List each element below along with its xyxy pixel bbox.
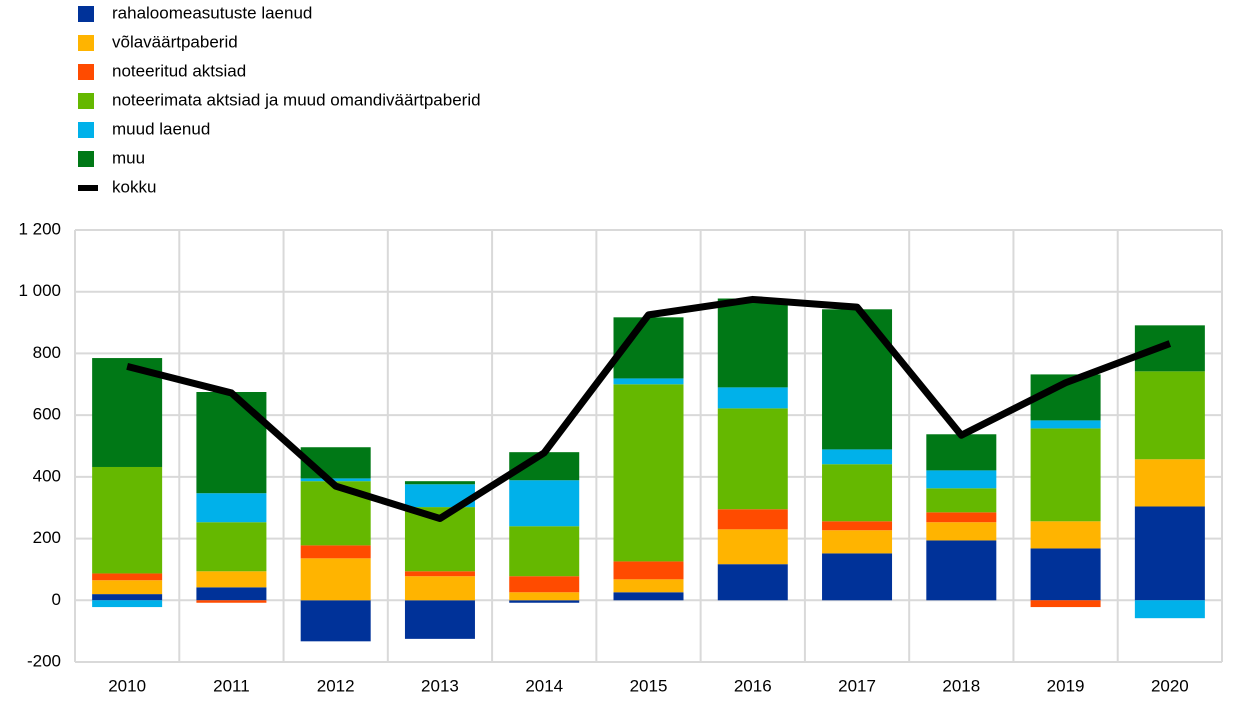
bar — [926, 540, 997, 601]
bar — [822, 309, 893, 450]
bar — [1134, 600, 1205, 619]
bar — [1134, 506, 1205, 601]
bar — [300, 545, 371, 559]
y-tick-label: 1 000 — [18, 281, 61, 300]
bar — [613, 378, 684, 385]
y-tick-label: 400 — [33, 466, 61, 485]
bar — [196, 392, 267, 494]
x-tick-label: 2010 — [108, 676, 146, 695]
legend-swatch — [78, 93, 94, 109]
legend-swatch — [78, 64, 94, 80]
bar — [404, 484, 475, 508]
x-tick-label: 2014 — [525, 676, 563, 695]
bar — [717, 387, 788, 409]
bar — [822, 553, 893, 601]
bar — [822, 449, 893, 465]
bar — [196, 587, 267, 601]
bar — [613, 561, 684, 580]
legend-swatch — [78, 6, 94, 22]
legend-label: rahaloomeasutuste laenud — [112, 3, 312, 22]
bar — [196, 493, 267, 523]
x-tick-label: 2020 — [1151, 676, 1189, 695]
bar — [92, 580, 163, 595]
bar — [1030, 428, 1101, 522]
bar — [196, 522, 267, 572]
legend-swatch — [78, 122, 94, 138]
bar — [822, 521, 893, 531]
legend-label: muud laenud — [112, 119, 210, 138]
bar — [613, 592, 684, 601]
bar — [92, 594, 163, 601]
y-tick-label: 800 — [33, 343, 61, 362]
bar — [509, 526, 580, 577]
bar — [822, 530, 893, 554]
x-tick-label: 2012 — [317, 676, 355, 695]
bar — [509, 600, 580, 603]
bar — [1134, 371, 1205, 460]
legend-label: noteerimata aktsiad ja muud omandiväärtp… — [112, 90, 481, 109]
x-tick-label: 2011 — [213, 676, 250, 695]
bar — [717, 564, 788, 601]
bar — [196, 600, 267, 603]
bar — [404, 571, 475, 577]
bar — [404, 481, 475, 485]
bar — [92, 358, 163, 467]
bar — [717, 408, 788, 510]
bar — [300, 600, 371, 642]
bar — [717, 529, 788, 565]
legend-swatch — [78, 151, 94, 167]
bar — [926, 434, 997, 471]
bar — [404, 600, 475, 639]
bar — [509, 592, 580, 601]
bar — [1134, 325, 1205, 372]
line — [126, 295, 1172, 523]
legend-swatch — [78, 35, 94, 51]
bar — [1030, 600, 1101, 608]
y-tick-label: 1 200 — [18, 219, 61, 238]
legend-label: noteeritud aktsiad — [112, 61, 246, 80]
x-tick-label: 2018 — [942, 676, 980, 695]
y-tick-label: 600 — [33, 405, 61, 424]
bar — [717, 509, 788, 530]
bar — [92, 466, 163, 574]
x-tick-label: 2015 — [630, 676, 668, 695]
bar — [300, 478, 371, 482]
bar — [926, 470, 997, 489]
bar — [926, 512, 997, 523]
bar — [509, 576, 580, 593]
bar — [404, 576, 475, 601]
y-tick-label: 0 — [52, 590, 61, 609]
bar — [509, 480, 580, 527]
x-tick-label: 2019 — [1047, 676, 1085, 695]
bar — [1134, 459, 1205, 507]
legend-label: võlaväärtpaberid — [112, 32, 238, 51]
bar — [92, 573, 163, 581]
bar — [1030, 521, 1101, 549]
bar — [300, 558, 371, 601]
y-tick-label: 200 — [33, 528, 61, 547]
bar — [926, 522, 997, 541]
bar — [717, 298, 788, 388]
bar — [613, 579, 684, 593]
x-tick-label: 2016 — [734, 676, 772, 695]
x-tick-label: 2017 — [838, 676, 876, 695]
bar — [926, 488, 997, 513]
legend-label: muu — [112, 148, 145, 167]
x-tick-label: 2013 — [421, 676, 459, 695]
bar — [822, 464, 893, 522]
bar — [92, 600, 163, 608]
bar — [1030, 420, 1101, 429]
legend-label: kokku — [112, 177, 156, 196]
bar — [1030, 548, 1101, 601]
bar — [613, 384, 684, 562]
bar — [196, 571, 267, 588]
y-tick-label: -200 — [27, 651, 61, 670]
